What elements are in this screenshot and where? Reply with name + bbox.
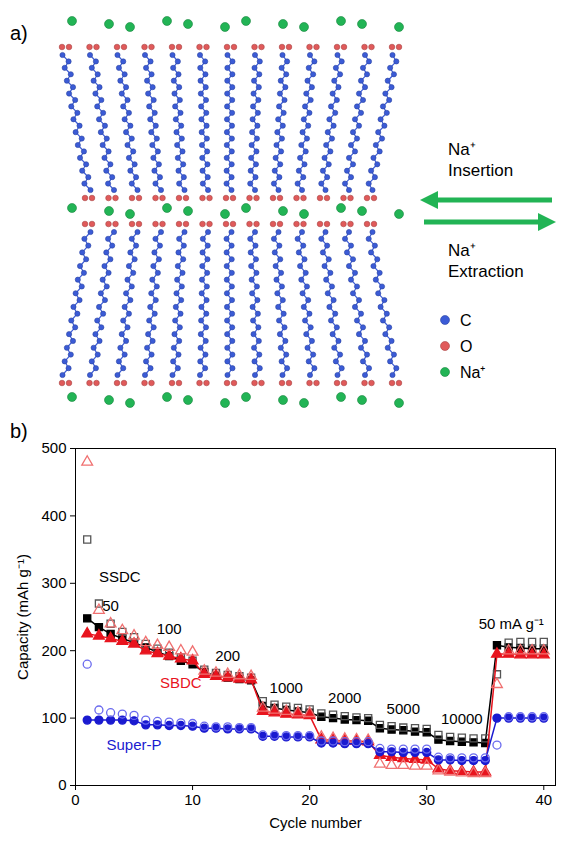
- svg-text:Capacity (mAh g⁻¹): Capacity (mAh g⁻¹): [14, 554, 31, 680]
- svg-text:5000: 5000: [387, 700, 420, 717]
- svg-text:Cycle number: Cycle number: [269, 814, 362, 831]
- svg-text:a): a): [10, 22, 28, 44]
- svg-text:2000: 2000: [328, 689, 361, 706]
- svg-text:10: 10: [184, 791, 201, 808]
- svg-text:300: 300: [41, 574, 66, 591]
- svg-text:50 mA g⁻¹: 50 mA g⁻¹: [479, 615, 544, 632]
- svg-text:100: 100: [41, 709, 66, 726]
- svg-text:SSDC: SSDC: [99, 568, 141, 585]
- svg-text:Na⁺Insertion: Na⁺Insertion: [448, 140, 513, 180]
- svg-text:Super-P: Super-P: [107, 736, 162, 753]
- svg-text:500: 500: [41, 439, 66, 456]
- svg-text:0: 0: [58, 776, 66, 793]
- svg-text:C: C: [460, 312, 472, 329]
- svg-text:10000: 10000: [441, 710, 483, 727]
- svg-text:50: 50: [102, 597, 119, 614]
- html-text:b): b): [10, 420, 28, 442]
- svg-text:1000: 1000: [270, 679, 303, 696]
- svg-text:40: 40: [535, 791, 552, 808]
- svg-text:20: 20: [301, 791, 318, 808]
- svg-text:0: 0: [71, 791, 79, 808]
- svg-text:30: 30: [418, 791, 435, 808]
- svg-text:Na⁺Extraction: Na⁺Extraction: [448, 241, 524, 281]
- svg-text:O: O: [460, 338, 472, 355]
- svg-text:Na⁺: Na⁺: [460, 364, 485, 381]
- svg-text:200: 200: [215, 647, 240, 664]
- svg-text:400: 400: [41, 507, 66, 524]
- svg-text:200: 200: [41, 642, 66, 659]
- svg-text:SBDC: SBDC: [160, 674, 202, 691]
- svg-text:100: 100: [157, 620, 182, 637]
